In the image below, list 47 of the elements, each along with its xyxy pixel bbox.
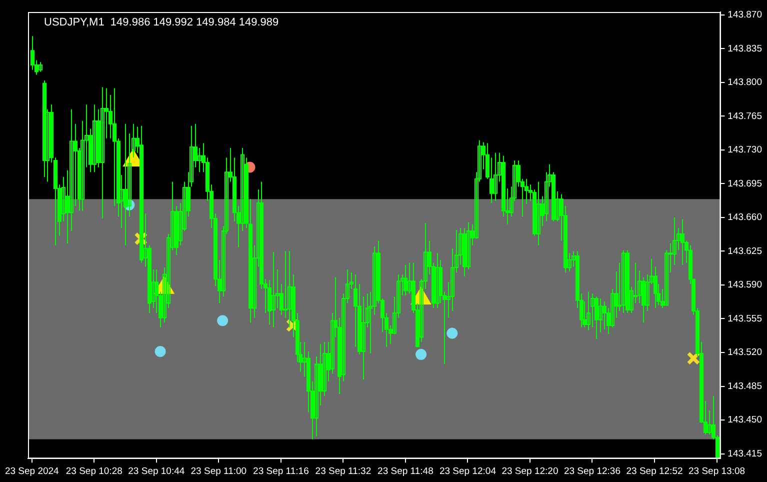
x-tick-label: 23 Sep 11:32 (315, 466, 372, 477)
y-tick-label: 143.520 (728, 347, 762, 358)
point (686, 352, 700, 365)
x-tick-label: 23 Sep 12:04 (439, 466, 496, 477)
candlestick (362, 296, 366, 380)
candlestick (590, 293, 594, 328)
y-tick-label: 143.450 (728, 414, 762, 426)
candlestick (436, 252, 440, 309)
x-tick-label: 23 Sep 10:28 (66, 466, 122, 477)
y-tick-label: 143.695 (728, 178, 762, 190)
y-tick-label: 143.730 (728, 144, 762, 156)
candlestick (198, 148, 202, 173)
candlestick (288, 250, 292, 328)
x-tick-label: 23 Sep 11:00 (190, 466, 247, 477)
chart-title: USDJPY,M1 149.986 149.992 149.984 149.989 (44, 16, 279, 29)
y-tick-label: 143.800 (728, 77, 762, 88)
y-tick-label: 143.415 (728, 448, 762, 460)
y-tick-label: 143.660 (728, 212, 762, 224)
point (416, 348, 427, 360)
y-tick-label: 143.590 (728, 280, 762, 291)
candlestick (598, 298, 602, 333)
y-tick-label: 143.625 (728, 246, 762, 257)
x-tick-label: 23 Sep 12:52 (626, 466, 683, 477)
x-tick-label: 23 Sep 10:44 (128, 466, 185, 477)
candlestick (100, 86, 104, 219)
candlestick (92, 104, 96, 173)
candlestick (708, 410, 712, 435)
point (446, 328, 458, 339)
x-tick-label: 23 Sep 12:20 (502, 466, 558, 477)
candlestick (494, 152, 498, 202)
x-tick-label: 23 Sep 13:08 (688, 466, 746, 477)
candlestick (272, 252, 276, 328)
candlestick (586, 291, 590, 331)
y-tick-label: 143.485 (728, 380, 762, 392)
y-tick-label: 143.555 (728, 313, 762, 324)
candlestick (622, 250, 626, 314)
point (217, 315, 228, 326)
candlestick (536, 181, 540, 246)
x-tick-label: 23 Sep 11:48 (378, 466, 434, 477)
x-tick-label: 23 Sep 2024 (4, 466, 59, 477)
y-tick-label: 143.765 (728, 110, 762, 122)
point (154, 346, 166, 358)
candlestick (38, 62, 42, 72)
y-tick-label: 143.835 (728, 43, 762, 54)
y-tick-label: 143.870 (728, 10, 762, 21)
x-tick-label: 23 Sep 11:16 (253, 466, 309, 477)
x-tick-label: 23 Sep 12:36 (564, 466, 621, 477)
